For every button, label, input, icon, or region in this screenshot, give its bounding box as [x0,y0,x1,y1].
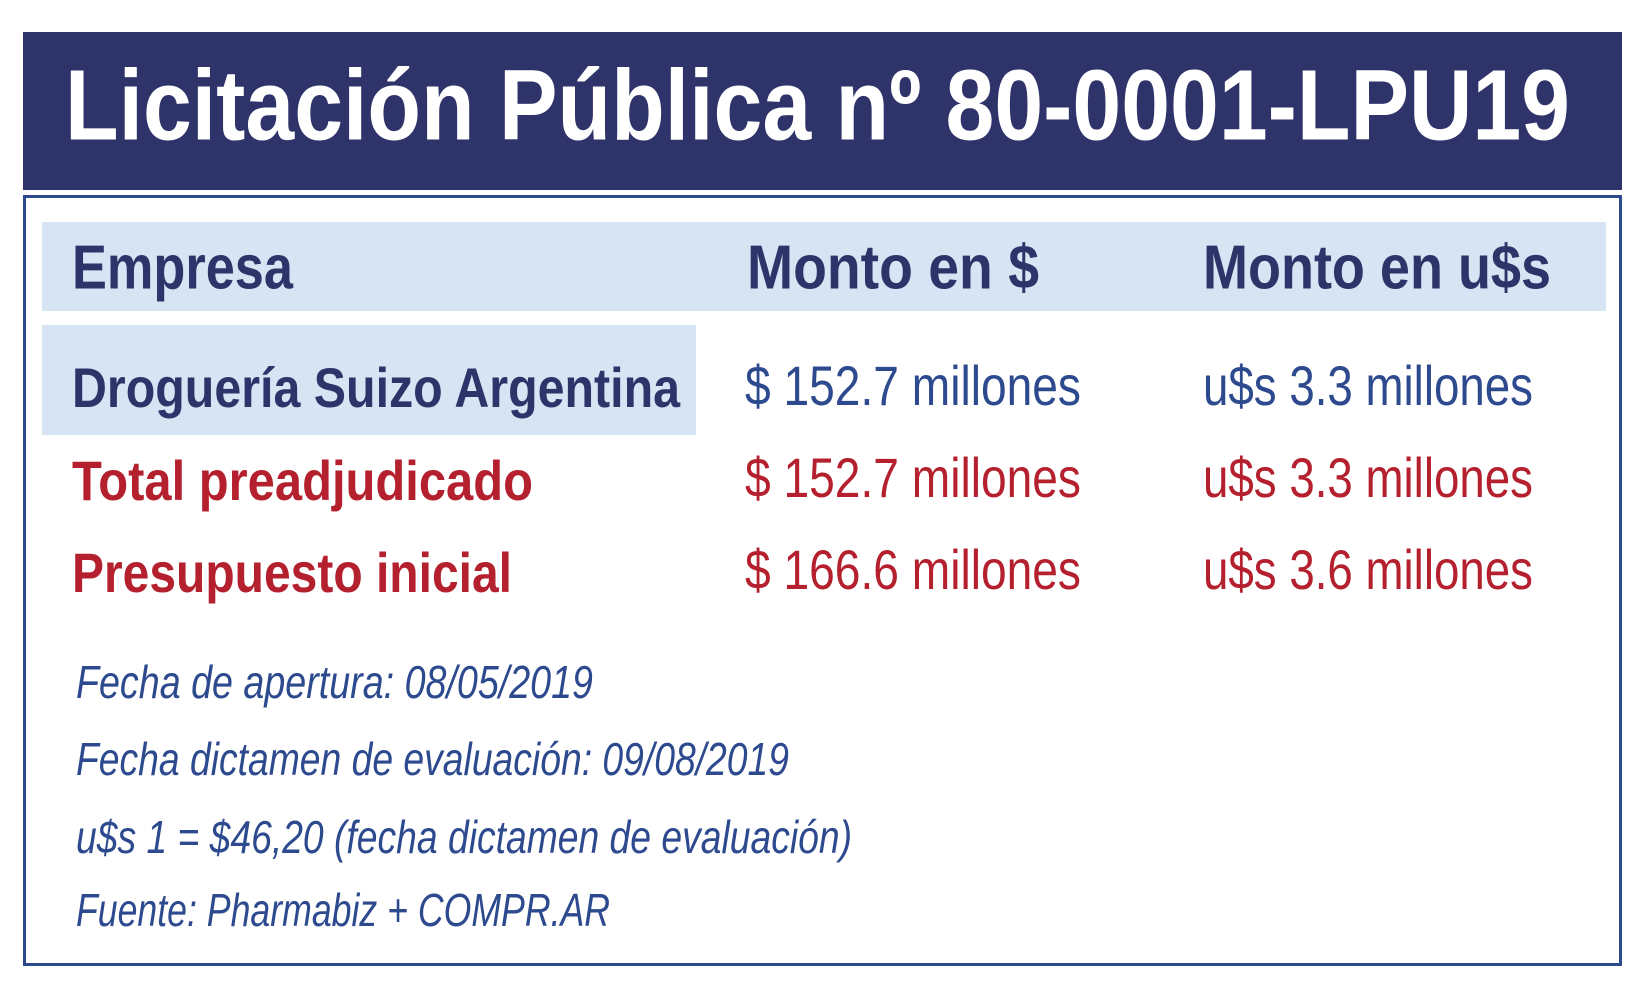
amount-pesos: $ 166.6 millones [745,538,1081,601]
row-label: Presupuesto inicial [72,541,512,604]
row-label: Total preadjudicado [72,449,533,512]
note: Fecha de apertura: 08/05/2019 [76,656,593,708]
column-header: Monto en $ [747,233,1039,302]
amount-pesos: $ 152.7 millones [745,354,1081,417]
note: Fuente: Pharmabiz + COMPR.AR [76,884,610,936]
column-header: Empresa [72,233,293,302]
company-highlight [42,325,696,435]
column-header: Monto en u$s [1203,233,1551,302]
title-bar [23,32,1622,190]
note: u$s 1 = $46,20 (fecha dictamen de evalua… [76,811,852,863]
amount-dollars: u$s 3.3 millones [1203,446,1533,509]
amount-dollars: u$s 3.3 millones [1203,354,1533,417]
header-band [42,222,1606,311]
amount-dollars: u$s 3.6 millones [1203,538,1533,601]
note: Fecha dictamen de evaluación: 09/08/2019 [76,733,789,785]
title: Licitación Pública nº 80-0001-LPU19 [65,49,1570,161]
table-frame [23,195,1622,966]
company-name: Droguería Suizo Argentina [72,356,681,419]
amount-pesos: $ 152.7 millones [745,446,1081,509]
